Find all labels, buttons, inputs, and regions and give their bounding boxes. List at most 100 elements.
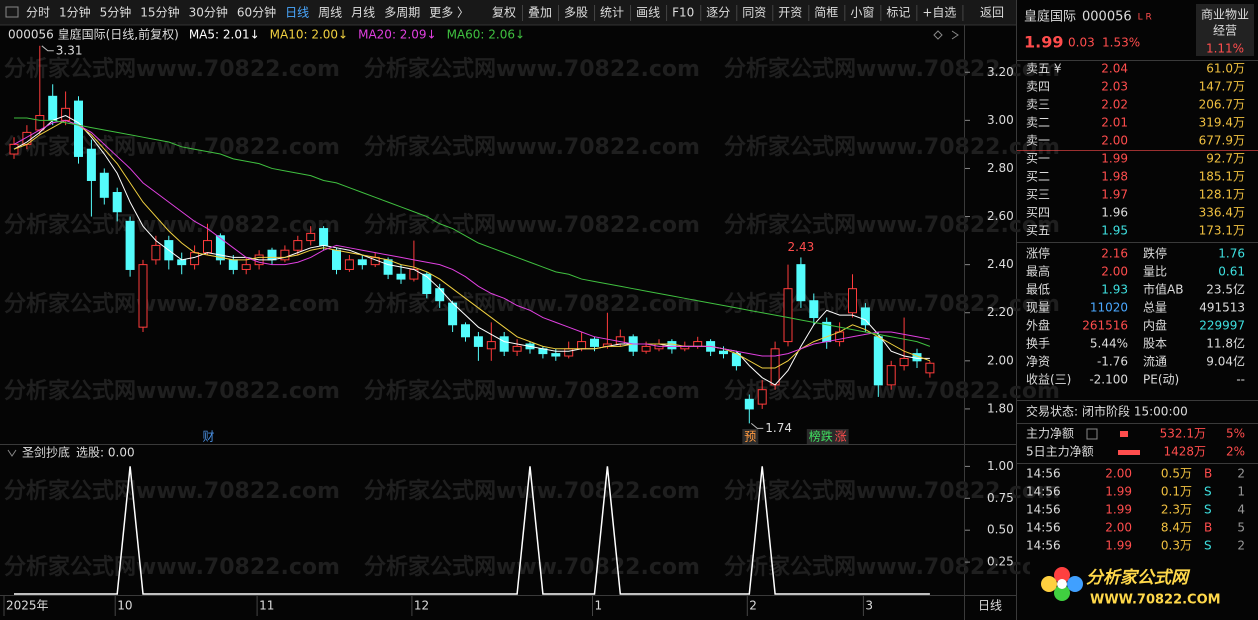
- tool-button[interactable]: 简框: [814, 6, 838, 20]
- trade-count: 2: [1237, 539, 1245, 553]
- watermark: 分析家公式网www.70822.com: [724, 478, 1060, 504]
- stat-value: -2.100: [1089, 373, 1128, 387]
- candle-body: [151, 244, 161, 261]
- candle-body: [190, 252, 200, 266]
- chart-title: 圣剑抄底: [22, 445, 70, 460]
- tool-button[interactable]: 逐分: [706, 6, 730, 20]
- candle-body: [357, 259, 367, 266]
- event-label[interactable]: 预: [744, 430, 756, 444]
- order-label: 卖一: [1026, 134, 1050, 148]
- stock-code: 000056: [1082, 10, 1132, 25]
- tool-button[interactable]: 统计: [600, 6, 624, 20]
- status-label: 交易状态:: [1026, 404, 1078, 419]
- value-annotation: 2.43: [788, 240, 815, 254]
- tool-button[interactable]: 多股: [564, 6, 588, 20]
- order-price: 2.03: [1101, 80, 1128, 94]
- flow-label: 5日主力净额: [1026, 445, 1094, 459]
- period-tab[interactable]: 30分钟: [189, 5, 228, 20]
- watermark: 分析家公式网www.70822.com: [4, 478, 340, 504]
- trade-count: 2: [1237, 467, 1245, 481]
- period-tab[interactable]: 周线: [318, 6, 342, 20]
- candle-body: [925, 362, 935, 374]
- period-tab[interactable]: 1分钟: [59, 5, 91, 20]
- tool-button[interactable]: 开资: [778, 6, 802, 20]
- order-volume: 173.1万: [1199, 224, 1245, 238]
- candle-body: [228, 259, 238, 270]
- table-icon[interactable]: [1086, 428, 1098, 440]
- logo-petal: [1054, 567, 1070, 583]
- watermark: 分析家公式网www.70822.com: [4, 134, 340, 160]
- order-price: 2.02: [1101, 98, 1128, 112]
- menu-icon[interactable]: [5, 6, 19, 18]
- trade-volume: 8.4万: [1161, 521, 1192, 535]
- y-tick-label: 2.60: [987, 209, 1014, 223]
- tool-button[interactable]: 返回: [980, 6, 1004, 20]
- trade-volume: 0.3万: [1161, 539, 1192, 553]
- trade-time: 14:56: [1026, 539, 1061, 553]
- event-label[interactable]: 涨: [835, 429, 847, 444]
- candle-body: [61, 107, 71, 121]
- period-tab[interactable]: 60分钟: [237, 5, 276, 20]
- period-tab[interactable]: 15分钟: [140, 5, 179, 20]
- candle-body: [551, 353, 561, 357]
- tool-button[interactable]: 画线: [636, 6, 660, 20]
- event-box: [806, 429, 835, 444]
- x-tick-label: 12: [414, 599, 429, 613]
- order-volume: 128.1万: [1199, 188, 1245, 202]
- period-tab[interactable]: 更多 〉: [429, 6, 469, 20]
- sector-box[interactable]: [1196, 4, 1254, 56]
- candle-body: [757, 389, 767, 405]
- order-label: 卖四: [1026, 80, 1050, 94]
- candle-body: [615, 336, 625, 345]
- order-label: 卖二: [1026, 116, 1050, 130]
- tool-button[interactable]: 标记: [886, 6, 910, 20]
- flow-label: 主力净额: [1026, 427, 1074, 441]
- period-tab[interactable]: 日线: [285, 6, 309, 20]
- candle-body: [577, 341, 587, 350]
- sector-change: 1.11%: [1206, 42, 1244, 56]
- candle-body: [848, 288, 857, 314]
- stat-value: 5.44%: [1090, 337, 1128, 351]
- period-tab[interactable]: 分时: [26, 6, 50, 20]
- x-tick-label: 2: [749, 599, 757, 613]
- flow-pct: 5%: [1226, 427, 1245, 441]
- price: 1.99: [1024, 33, 1063, 52]
- logo-url: WWW.70822.COM: [1090, 593, 1221, 608]
- candle-body: [783, 288, 793, 343]
- candle-body: [461, 324, 470, 338]
- stat-value: 11020: [1090, 301, 1128, 315]
- order-label: 买二: [1026, 170, 1050, 184]
- y-tick-label: 2.00: [987, 353, 1014, 367]
- x-tick-label: 10: [117, 599, 132, 613]
- watermark: 分析家公式网www.70822.com: [724, 134, 1060, 160]
- logo-petal: [1041, 576, 1057, 592]
- tool-button[interactable]: F10: [672, 6, 694, 20]
- tool-button[interactable]: +自选: [922, 6, 956, 20]
- candle-body: [332, 249, 341, 270]
- stat-value: 1.93: [1101, 283, 1128, 297]
- order-price: 2.00: [1101, 134, 1128, 148]
- order-price: 2.01: [1101, 116, 1128, 130]
- legend-entry: MA5: 2.01↓: [189, 28, 260, 42]
- event-label[interactable]: 榜跌: [809, 429, 833, 444]
- period-tab[interactable]: 5分钟: [100, 5, 132, 20]
- candle-body: [74, 100, 83, 157]
- period-tab[interactable]: 月线: [351, 6, 375, 20]
- watermark: 分析家公式网www.70822.com: [364, 291, 700, 317]
- y-tick-label: 2.80: [987, 161, 1014, 175]
- x-tick-label: 1: [595, 599, 603, 613]
- tool-button[interactable]: 叠加: [528, 6, 552, 20]
- tool-button[interactable]: 同资: [742, 6, 766, 20]
- value-annotation: 1.74: [765, 421, 792, 435]
- flow-bar: [1120, 431, 1128, 437]
- stat-label: 最高: [1026, 264, 1050, 279]
- chart-icons[interactable]: [933, 30, 959, 40]
- order-price: 1.99: [1101, 152, 1128, 166]
- collapse-icon[interactable]: [7, 449, 17, 457]
- tool-button[interactable]: 复权: [492, 6, 516, 20]
- period-tab[interactable]: 多周期: [384, 6, 420, 20]
- event-box: [742, 429, 759, 444]
- event-label[interactable]: 财: [203, 430, 215, 444]
- watermark: 分析家公式网www.70822.com: [724, 291, 1060, 317]
- tool-button[interactable]: 小窗: [850, 6, 874, 20]
